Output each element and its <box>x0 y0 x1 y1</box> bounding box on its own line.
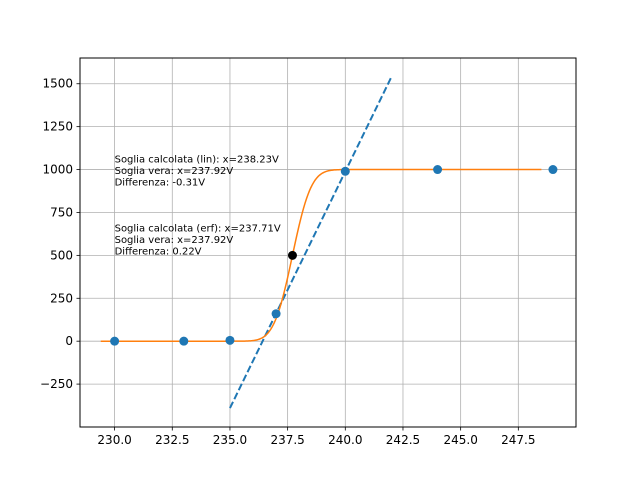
y-tick-label: 0 <box>65 334 73 348</box>
annotation-line: Soglia vera: x=237.92V <box>115 235 234 246</box>
annotation-line: Differenza: 0.22V <box>115 246 202 257</box>
x-tick-label: 232.5 <box>155 433 189 447</box>
data-point <box>340 166 350 176</box>
annotations: Soglia calcolata (lin): x=238.23VSoglia … <box>115 155 281 258</box>
series-layer <box>100 76 558 409</box>
x-tick-label: 230.0 <box>97 433 131 447</box>
annotation-line: Differenza: -0.31V <box>115 178 206 189</box>
annotation-line: Soglia calcolata (lin): x=238.23V <box>115 155 279 166</box>
annotation-line: Soglia calcolata (erf): x=237.71V <box>115 223 281 234</box>
erf-fit-line <box>100 168 542 342</box>
y-tick-label: 750 <box>50 205 73 219</box>
data-point <box>225 335 235 345</box>
y-tick-label: 500 <box>50 248 73 262</box>
data-point <box>179 336 189 346</box>
x-tick-label: 247.5 <box>501 433 535 447</box>
y-tick-label: 1500 <box>42 77 73 91</box>
x-tick-label: 240.0 <box>328 433 362 447</box>
data-point <box>548 165 558 175</box>
x-tick-label: 242.5 <box>386 433 420 447</box>
y-tick-label: 250 <box>50 291 73 305</box>
annotation-line: Soglia vera: x=237.92V <box>115 166 234 177</box>
plot-frame <box>79 57 577 428</box>
x-tick-label: 237.5 <box>270 433 304 447</box>
y-tick-label: 1000 <box>42 163 73 177</box>
data-point <box>433 165 443 175</box>
y-tick-label: −250 <box>40 377 73 391</box>
axes: 230.0 232.5 235.0 237.5 240.0 242.5 245.0 247.5… <box>40 77 535 447</box>
threshold-point <box>287 250 297 260</box>
data-point <box>110 336 120 346</box>
x-tick-label: 245.0 <box>443 433 477 447</box>
data-point <box>271 309 281 319</box>
y-tick-label: 1250 <box>42 120 73 134</box>
x-tick-label: 235.0 <box>213 433 247 447</box>
linear-fit-line <box>229 76 393 409</box>
